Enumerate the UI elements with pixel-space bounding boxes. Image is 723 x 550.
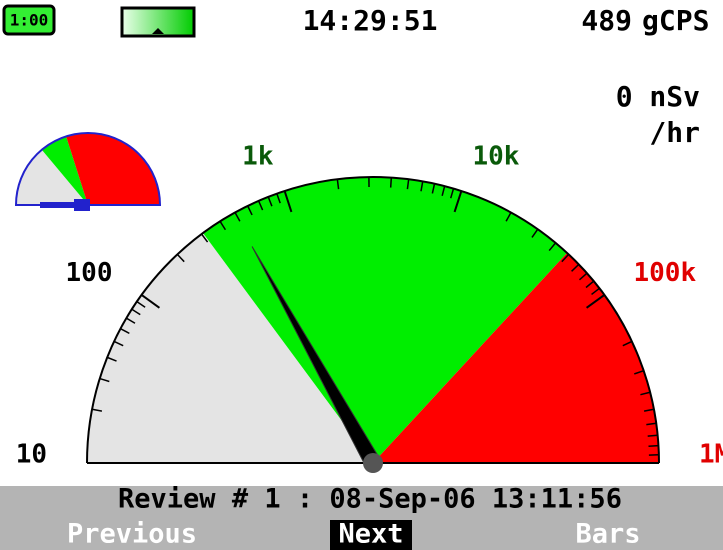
needle-hub [363, 453, 383, 473]
zone-high [373, 253, 659, 463]
mini-bar [40, 202, 90, 208]
review-line: Review # 1 : 08-Sep-06 13:11:56 [118, 484, 622, 515]
minor-tick [91, 408, 103, 412]
softkey-next-bg[interactable] [330, 520, 412, 550]
scale-label: 1k [242, 141, 274, 171]
major-tick [283, 190, 293, 213]
mini-outline [14, 132, 162, 206]
minor-tick [234, 212, 241, 222]
minor-tick [200, 233, 209, 243]
minor-tick [505, 212, 512, 222]
count-rate: 489 [581, 4, 632, 37]
minor-tick [176, 253, 185, 263]
clock: 14:29:51 [303, 4, 438, 37]
minor-tick [99, 377, 110, 383]
scale-label: 1M [699, 440, 723, 470]
mini-zone-mid [42, 136, 88, 205]
zone-low [87, 233, 373, 463]
minor-tick [646, 422, 657, 426]
signal-marker [152, 28, 164, 34]
minor-tick [531, 228, 539, 238]
softkey-bars[interactable]: Bars [575, 519, 640, 550]
minor-tick [276, 193, 281, 204]
minor-tick [113, 340, 124, 347]
scale-label: 10k [473, 141, 520, 171]
scale-label: 100 [66, 258, 113, 288]
minor-tick [336, 179, 340, 190]
mini-zone-low [16, 150, 88, 205]
major-tick [585, 294, 605, 309]
minor-tick [247, 205, 253, 216]
minor-tick [441, 185, 446, 196]
minor-tick [449, 188, 455, 199]
minor-tick [267, 196, 273, 207]
softkey-next[interactable]: Next [338, 519, 403, 550]
minor-tick [431, 183, 436, 194]
gauge [86, 176, 660, 464]
minor-tick [578, 272, 588, 281]
battery-icon [2, 4, 56, 36]
minor-tick [640, 391, 651, 396]
minor-tick [106, 356, 117, 362]
minor-tick [643, 408, 655, 412]
minor-tick [633, 370, 644, 375]
minor-tick [571, 263, 580, 272]
minor-tick [622, 340, 633, 347]
mini-bar-end [74, 199, 90, 211]
minor-tick [126, 317, 136, 324]
dose: 0 nSv [616, 80, 700, 113]
minor-tick [420, 181, 424, 192]
minor-tick [648, 444, 659, 447]
minor-tick [120, 328, 130, 335]
mini-gauge [14, 132, 162, 211]
major-tick [141, 294, 161, 309]
minor-tick [548, 242, 557, 252]
minor-tick [591, 287, 600, 296]
scale-label: 100k [634, 258, 697, 288]
minor-tick [561, 253, 570, 263]
minor-tick [647, 434, 658, 437]
major-tick [453, 190, 463, 213]
count-unit: gCPS [642, 4, 709, 37]
minor-tick [136, 300, 146, 308]
battery-text: 1:00 [10, 11, 49, 30]
minor-tick [219, 220, 227, 231]
mini-zone-high [66, 132, 161, 205]
minor-tick [585, 280, 595, 289]
minor-tick [257, 200, 264, 211]
minor-tick [389, 177, 393, 188]
softkey-previous[interactable]: Previous [67, 519, 197, 550]
scale-label: 10 [16, 440, 47, 470]
minor-tick [131, 308, 141, 316]
zone-mid [203, 177, 567, 463]
minor-tick [406, 179, 410, 190]
dose-unit: /hr [649, 116, 700, 149]
